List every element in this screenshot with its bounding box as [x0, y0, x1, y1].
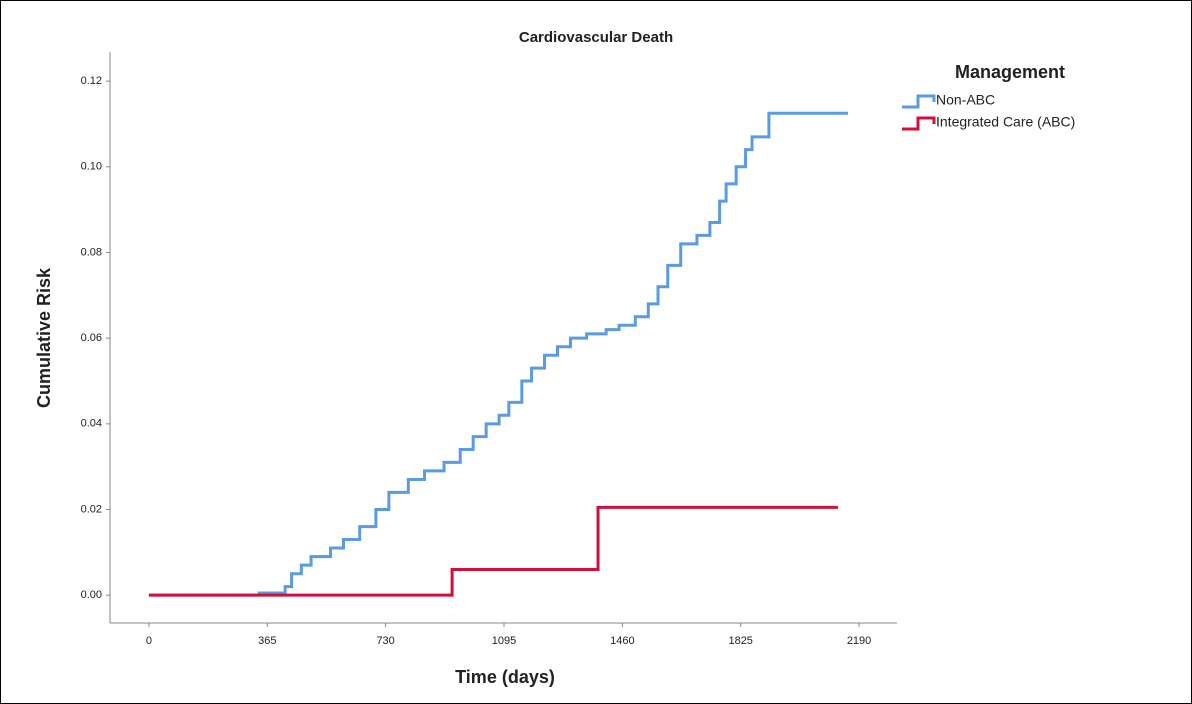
- x-tick-label: 1825: [728, 635, 752, 647]
- legend-swatch: [902, 116, 936, 131]
- legend-title: Management: [955, 62, 1065, 82]
- y-tick-label: 0.02: [81, 503, 102, 515]
- legend-swatch: [902, 94, 936, 109]
- y-tick-label: 0.06: [81, 332, 102, 344]
- y-tick-label: 0.12: [81, 75, 102, 87]
- y-tick-label: 0.04: [81, 418, 102, 430]
- x-tick-label: 1095: [492, 635, 516, 647]
- y-tick-label: 0.08: [81, 246, 102, 258]
- km-curve: [148, 505, 838, 597]
- x-tick-label: 365: [258, 635, 276, 647]
- x-tick-label: 730: [376, 635, 394, 647]
- y-axis-title: Cumulative Risk: [34, 267, 54, 408]
- km-curve: [148, 111, 849, 597]
- y-tick-label: 0.10: [81, 161, 102, 173]
- legend-label: Non-ABC: [936, 92, 995, 108]
- x-tick-label: 0: [146, 635, 152, 647]
- legend-label: Integrated Care (ABC): [936, 114, 1075, 130]
- x-tick-label: 1460: [610, 635, 634, 647]
- chart-title: Cardiovascular Death: [519, 29, 673, 46]
- y-tick-label: 0.00: [81, 589, 102, 601]
- x-axis-title: Time (days): [455, 667, 555, 687]
- x-tick-label: 2190: [847, 635, 871, 647]
